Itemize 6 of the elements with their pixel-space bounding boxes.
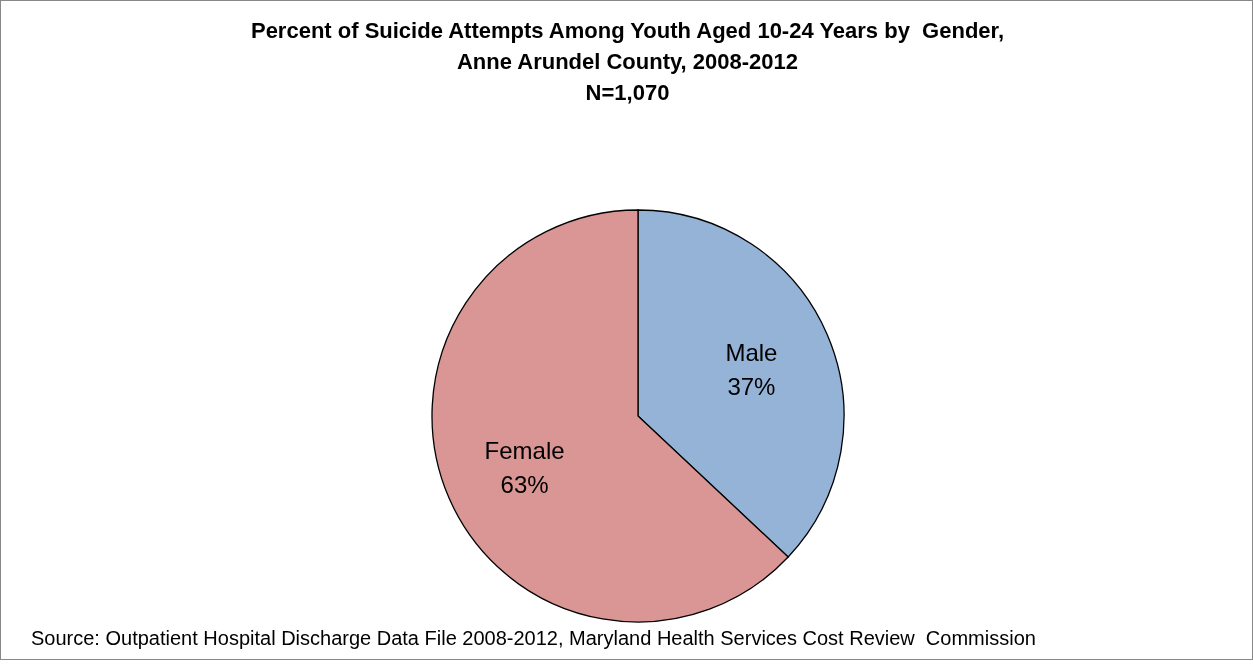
slice-label: Male [725,338,778,366]
data-label: 37% [727,372,776,400]
source-note: Source: Outpatient Hospital Discharge Data File 2008-2012, Maryland Health Services Cost Review Commission [31,627,1036,650]
data-label: 63% [500,471,549,499]
chart-title: Percent of Suicide Attempts Among Youth Aged 10-24 Years by Gender, Anne Arundel County, 2008-2012 N=1,070 [249,17,1006,107]
slice-label: Female [484,437,565,465]
